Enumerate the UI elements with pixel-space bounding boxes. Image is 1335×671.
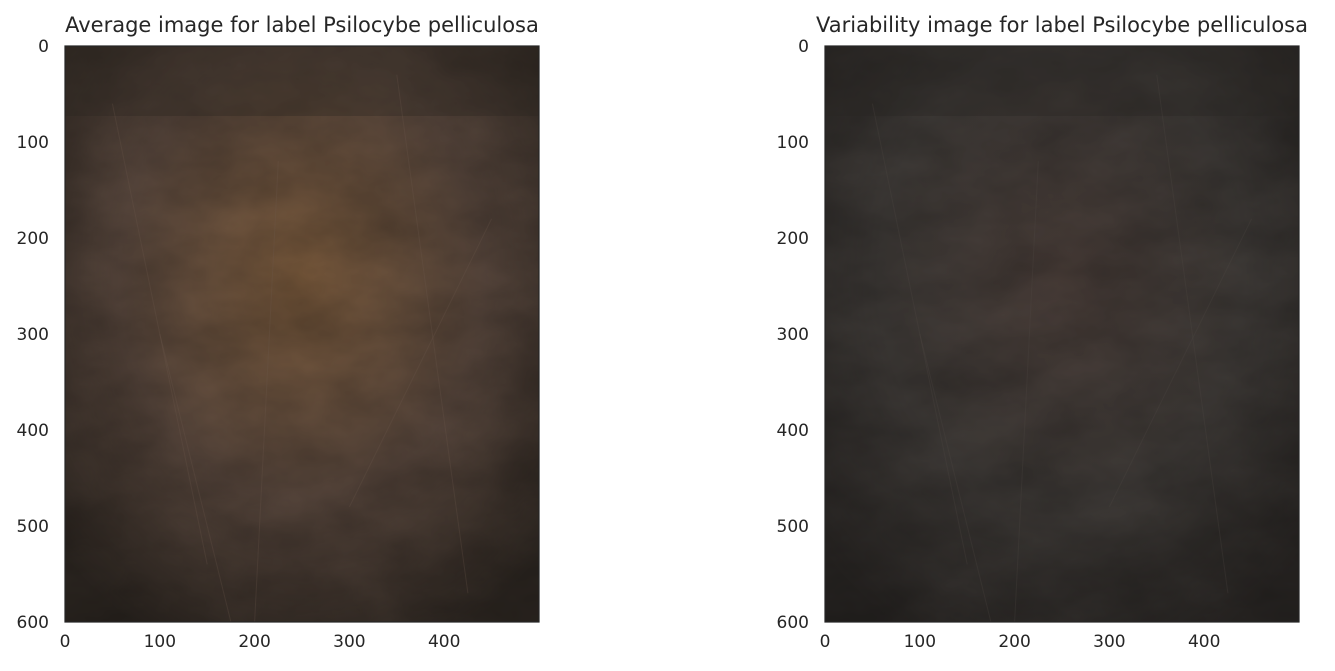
heatmap-image: [825, 46, 1299, 622]
chart-title: Variability image for label Psilocybe pe…: [816, 13, 1308, 37]
x-tick-label: 300: [333, 632, 365, 652]
y-tick-label: 200: [17, 229, 49, 249]
x-tick-label: 400: [1188, 632, 1220, 652]
x-tick-label: 200: [238, 632, 270, 652]
x-tick-label: 200: [998, 632, 1030, 652]
heatmap-image: [65, 46, 539, 622]
y-tick-label: 200: [777, 229, 809, 249]
x-tick-label: 0: [60, 632, 71, 652]
y-tick-label: 100: [17, 133, 49, 153]
x-tick-label: 400: [428, 632, 460, 652]
x-tick-label: 300: [1093, 632, 1125, 652]
y-tick-label: 0: [38, 37, 49, 57]
axes-frame: [824, 45, 1300, 623]
chart-title: Average image for label Psilocybe pellic…: [65, 13, 539, 37]
y-tick-label: 100: [777, 133, 809, 153]
y-tick-label: 600: [777, 613, 809, 633]
axes-frame: [64, 45, 540, 623]
y-tick-label: 300: [777, 325, 809, 345]
y-tick-label: 500: [777, 517, 809, 537]
y-tick-label: 300: [17, 325, 49, 345]
y-tick-label: 500: [17, 517, 49, 537]
y-tick-label: 0: [798, 37, 809, 57]
x-tick-label: 0: [820, 632, 831, 652]
image-panel-1: Average image for label Psilocybe pellic…: [17, 13, 540, 652]
y-tick-label: 400: [777, 421, 809, 441]
y-tick-label: 400: [17, 421, 49, 441]
x-tick-label: 100: [904, 632, 936, 652]
image-panel-2: Variability image for label Psilocybe pe…: [777, 13, 1308, 652]
y-tick-label: 600: [17, 613, 49, 633]
x-tick-label: 100: [144, 632, 176, 652]
